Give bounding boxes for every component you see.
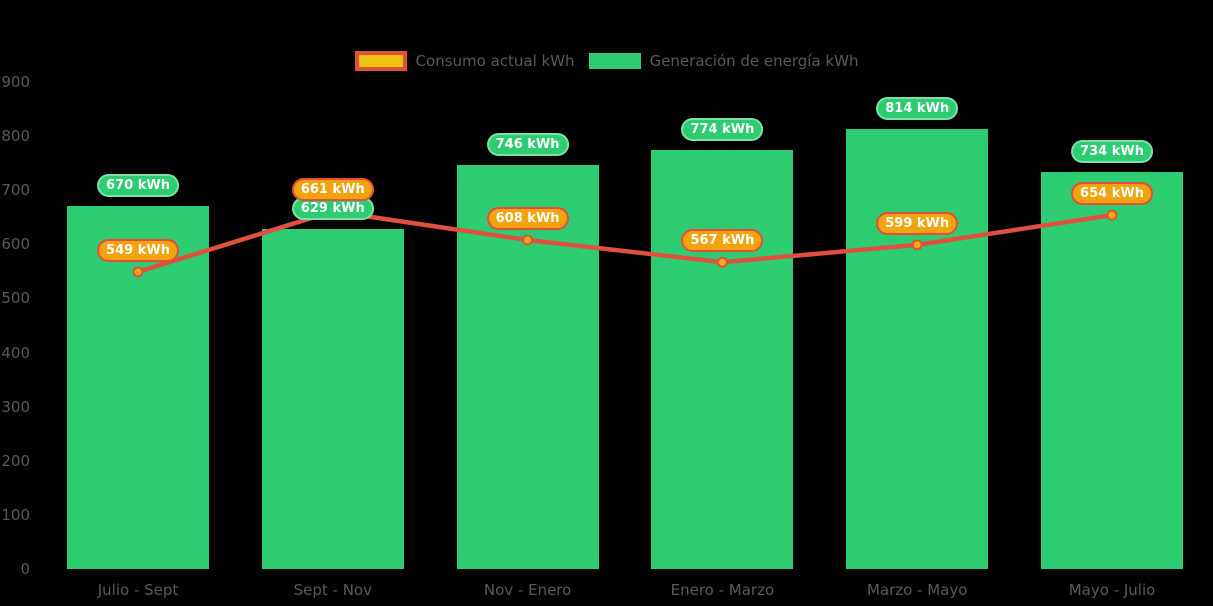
legend-item-consumption[interactable]: Consumo actual kWh — [354, 51, 575, 71]
x-axis-category-label: Mayo - Julio — [1068, 581, 1156, 599]
bar-value-label: 814 kWh — [876, 96, 959, 120]
x-axis-category-label: Enero - Marzo — [670, 581, 775, 599]
legend-item-generation[interactable]: Generación de energía kWh — [588, 52, 859, 70]
line-value-label: 608 kWh — [486, 207, 569, 230]
y-axis-tick-label: 900 — [1, 73, 30, 91]
generation-bar[interactable] — [1041, 171, 1183, 569]
bar-value-label: 746 kWh — [486, 133, 569, 157]
y-axis-tick-mark — [67, 189, 71, 192]
y-axis-tick-label: 0 — [20, 560, 30, 578]
bar-value-label: 670 kWh — [97, 174, 179, 198]
y-axis-tick-mark — [67, 81, 71, 83]
x-axis: Julio - Sept Sept - Nov Nov - Enero Enero -… — [0, 581, 1213, 603]
x-axis-category-label: Marzo - Mayo — [866, 581, 968, 599]
generation-bar[interactable] — [846, 128, 989, 569]
y-axis-tick-mark — [67, 568, 71, 570]
y-axis-tick-label: 100 — [1, 505, 30, 524]
bar-value-label: 734 kWh — [1071, 139, 1153, 163]
y-axis-tick-mark — [67, 135, 71, 138]
line-value-label: 567 kWh — [681, 229, 764, 253]
y-axis-tick-label: 800 — [1, 127, 30, 146]
x-axis-category-label: Sept - Nov — [293, 581, 372, 599]
generation-bar[interactable] — [651, 150, 794, 569]
generation-bar[interactable] — [261, 228, 404, 569]
legend: Consumo actual kWh Generación de energía… — [0, 51, 1213, 71]
legend-label-consumption: Consumo actual kWh — [415, 52, 575, 70]
y-axis-tick-label: 600 — [1, 235, 30, 254]
consumption-swatch-icon — [354, 51, 407, 71]
bar-value-label: 629 kWh — [291, 196, 374, 220]
line-value-label: 661 kWh — [291, 178, 374, 202]
generation-swatch-icon — [588, 53, 641, 69]
line-value-label: 654 kWh — [1071, 182, 1153, 206]
y-axis-tick-label: 700 — [1, 181, 30, 200]
y-axis-tick-label: 500 — [1, 289, 30, 308]
legend-label-generation: Generación de energía kWh — [649, 52, 859, 70]
x-axis-category-label: Julio - Sept — [97, 581, 179, 599]
y-axis-tick-label: 200 — [1, 451, 30, 470]
line-value-label: 599 kWh — [876, 211, 959, 235]
line-value-label: 549 kWh — [97, 238, 179, 262]
y-axis-tick-label: 300 — [1, 397, 30, 416]
y-axis-tick-label: 400 — [1, 343, 30, 362]
bar-value-label: 774 kWh — [681, 118, 764, 142]
x-axis-category-label: Nov - Enero — [483, 581, 572, 599]
